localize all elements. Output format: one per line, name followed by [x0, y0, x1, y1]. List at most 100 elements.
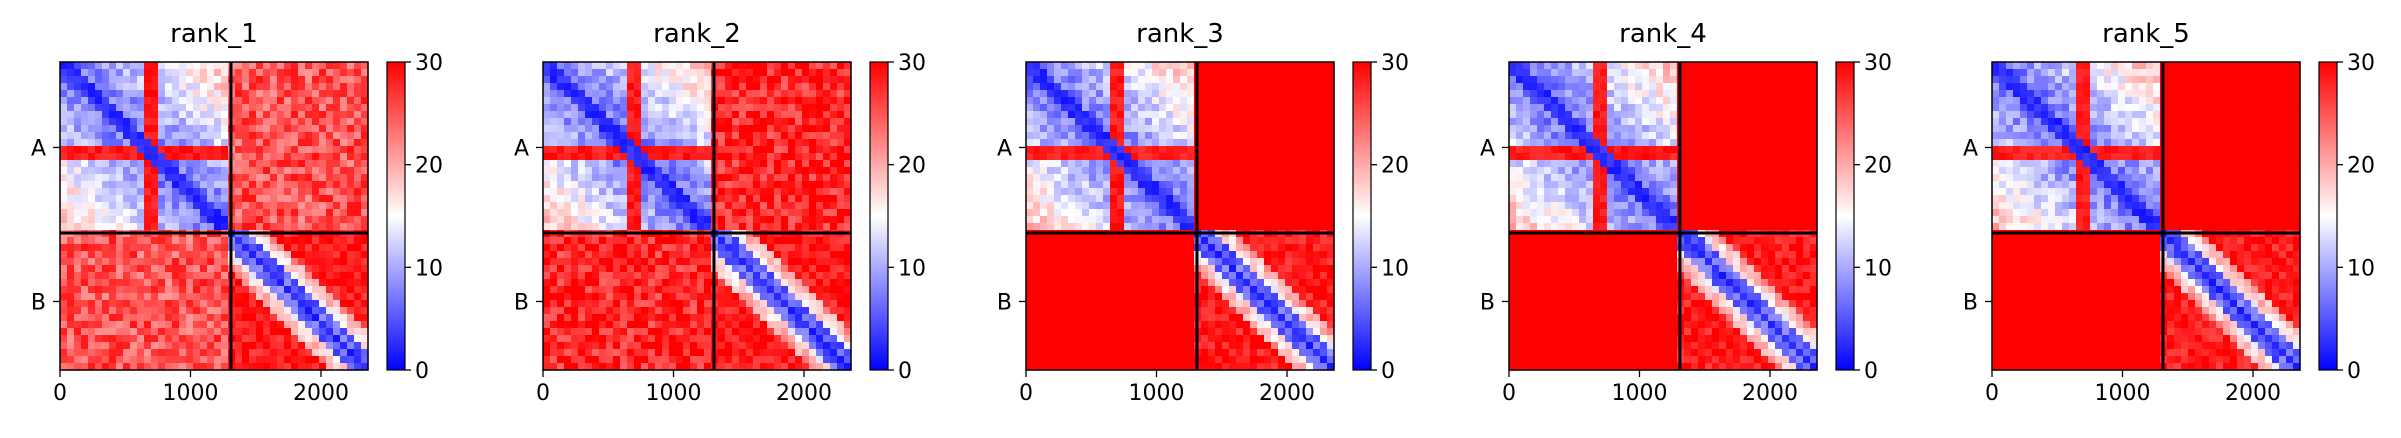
heatmap-cell — [690, 356, 698, 364]
heatmap-cell — [641, 216, 649, 224]
heatmap-cell — [340, 251, 348, 259]
heatmap-cell — [641, 62, 649, 70]
heatmap-cell — [277, 216, 285, 224]
heatmap-cell — [1026, 62, 1034, 70]
heatmap-cell — [116, 139, 124, 147]
heatmap-cell — [200, 125, 208, 133]
heatmap-cell — [1222, 195, 1230, 203]
heatmap-cell — [1040, 76, 1048, 84]
heatmap-cell — [1173, 132, 1181, 140]
heatmap-cell — [151, 62, 159, 70]
heatmap-cell — [557, 209, 565, 217]
heatmap-cell — [1222, 209, 1230, 217]
heatmap-cell — [697, 342, 705, 350]
heatmap-cell — [606, 258, 614, 266]
heatmap-cell — [739, 195, 747, 203]
heatmap-cell — [95, 286, 103, 294]
heatmap-cell — [1320, 90, 1328, 98]
heatmap-cell — [690, 139, 698, 147]
heatmap-cell — [599, 195, 607, 203]
heatmap-cell — [1117, 118, 1125, 126]
heatmap-cell — [718, 153, 726, 161]
heatmap-cell — [1117, 174, 1125, 182]
heatmap-cell — [669, 293, 677, 301]
heatmap-cell — [1166, 111, 1174, 119]
heatmap-cell — [74, 83, 82, 91]
heatmap-cell — [235, 356, 243, 364]
heatmap-cell — [599, 69, 607, 77]
heatmap-cell — [1117, 132, 1125, 140]
heatmap-cell — [837, 153, 845, 161]
heatmap-cell — [1306, 139, 1314, 147]
heatmap-cell — [1229, 223, 1237, 231]
heatmap-cell — [1082, 118, 1090, 126]
heatmap-cell — [788, 167, 796, 175]
heatmap-cell — [130, 244, 138, 252]
heatmap-cell — [1306, 90, 1314, 98]
heatmap-cell — [172, 307, 180, 315]
heatmap-cell — [326, 188, 334, 196]
heatmap-cell — [284, 272, 292, 280]
heatmap-cell — [676, 356, 684, 364]
heatmap-cell — [620, 83, 628, 91]
heatmap-cell — [725, 181, 733, 189]
heatmap-cell — [774, 181, 782, 189]
heatmap-cell — [88, 300, 96, 308]
heatmap-cell — [732, 300, 740, 308]
heatmap-cell — [697, 97, 705, 105]
heatmap-cell — [242, 286, 250, 294]
heatmap-cell — [60, 90, 68, 98]
heatmap-cell — [844, 216, 852, 224]
heatmap-cell — [837, 146, 845, 154]
heatmap-cell — [1131, 139, 1139, 147]
heatmap-cell — [788, 69, 796, 77]
heatmap-cell — [641, 356, 649, 364]
heatmap-cell — [1327, 118, 1335, 126]
heatmap-cell — [256, 188, 264, 196]
heatmap-cell — [116, 202, 124, 210]
heatmap-cell — [354, 237, 362, 245]
heatmap-cell — [284, 104, 292, 112]
heatmap-cell — [1208, 104, 1216, 112]
heatmap-cell — [781, 104, 789, 112]
heatmap-cell — [1145, 90, 1153, 98]
heatmap-cell — [1257, 153, 1265, 161]
heatmap-cell — [1124, 62, 1132, 70]
heatmap-cell — [1138, 69, 1146, 77]
heatmap-cell — [795, 335, 803, 343]
heatmap-cell — [781, 139, 789, 147]
heatmap-cell — [1061, 181, 1069, 189]
heatmap-cell — [795, 363, 803, 371]
heatmap-cell — [662, 363, 670, 371]
heatmap-cell — [578, 209, 586, 217]
heatmap-cell — [599, 216, 607, 224]
heatmap-cell — [1180, 83, 1188, 91]
heatmap-cell — [1082, 111, 1090, 119]
heatmap-cell — [1243, 202, 1251, 210]
heatmap-cell — [1047, 104, 1055, 112]
heatmap-cell — [1320, 118, 1328, 126]
heatmap-cell — [242, 279, 250, 287]
heatmap-cell — [340, 328, 348, 336]
heatmap-cell — [1222, 223, 1230, 231]
heatmap-cell — [1201, 139, 1209, 147]
heatmap-cell — [564, 258, 572, 266]
heatmap-cell — [74, 202, 82, 210]
heatmap-cell — [704, 356, 712, 364]
heatmap-cell — [732, 125, 740, 133]
heatmap-cell — [1054, 111, 1062, 119]
heatmap-cell — [1040, 69, 1048, 77]
heatmap-cell — [1327, 188, 1335, 196]
heatmap-cell — [81, 90, 89, 98]
heatmap-cell — [585, 195, 593, 203]
heatmap-cell — [1047, 62, 1055, 70]
heatmap-cell — [81, 272, 89, 280]
heatmap-cell — [1229, 209, 1237, 217]
heatmap-cell — [319, 202, 327, 210]
heatmap-cell — [1180, 174, 1188, 182]
heatmap-cell — [1138, 146, 1146, 154]
heatmap-cell — [620, 321, 628, 329]
heatmap-cell — [256, 76, 264, 84]
